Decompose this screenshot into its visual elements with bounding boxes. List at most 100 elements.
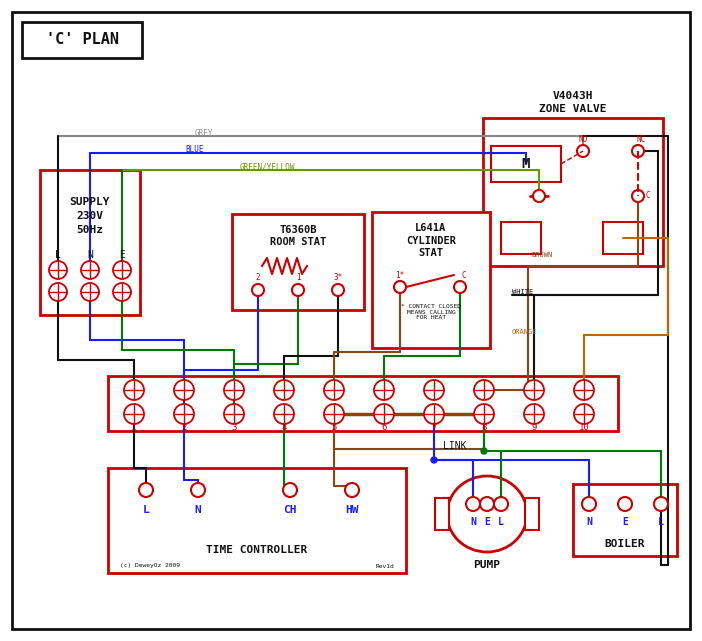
Bar xyxy=(501,222,541,254)
Bar xyxy=(603,222,643,254)
Circle shape xyxy=(481,448,487,454)
Circle shape xyxy=(424,380,444,400)
Circle shape xyxy=(174,404,194,424)
Circle shape xyxy=(582,497,596,511)
Bar xyxy=(525,498,539,530)
Text: E: E xyxy=(622,517,628,527)
Text: M: M xyxy=(522,157,530,171)
Text: 1: 1 xyxy=(296,274,300,283)
Circle shape xyxy=(394,281,406,293)
Circle shape xyxy=(81,261,99,279)
Circle shape xyxy=(632,190,644,202)
Text: PUMP: PUMP xyxy=(474,560,501,570)
Text: 3: 3 xyxy=(232,424,237,433)
Circle shape xyxy=(49,283,67,301)
Bar xyxy=(435,498,449,530)
Circle shape xyxy=(574,404,594,424)
Circle shape xyxy=(252,284,264,296)
Text: 6: 6 xyxy=(381,424,387,433)
Circle shape xyxy=(577,145,589,157)
Text: C: C xyxy=(462,272,466,281)
Text: GREY: GREY xyxy=(195,128,213,138)
Circle shape xyxy=(274,404,294,424)
Circle shape xyxy=(474,380,494,400)
Bar xyxy=(108,468,406,573)
Text: V4043H: V4043H xyxy=(552,91,593,101)
Text: BOILER: BOILER xyxy=(604,539,645,549)
Text: N: N xyxy=(470,517,476,527)
Circle shape xyxy=(424,404,444,424)
Text: L641A: L641A xyxy=(416,223,446,233)
Text: 2: 2 xyxy=(256,274,260,283)
Circle shape xyxy=(533,190,545,202)
Bar xyxy=(40,170,140,315)
Circle shape xyxy=(374,380,394,400)
Text: 1: 1 xyxy=(131,424,137,433)
Text: NO: NO xyxy=(578,135,588,144)
Text: 10: 10 xyxy=(578,424,590,433)
Circle shape xyxy=(474,404,494,424)
Circle shape xyxy=(224,380,244,400)
Circle shape xyxy=(49,261,67,279)
Bar xyxy=(573,484,677,556)
Circle shape xyxy=(292,284,304,296)
Bar xyxy=(108,376,618,431)
Circle shape xyxy=(274,380,294,400)
Circle shape xyxy=(480,497,494,511)
Circle shape xyxy=(174,380,194,400)
Circle shape xyxy=(345,483,359,497)
Circle shape xyxy=(374,404,394,424)
Text: 4: 4 xyxy=(282,424,286,433)
Text: 1*: 1* xyxy=(395,272,404,281)
Text: 'C' PLAN: 'C' PLAN xyxy=(46,33,119,47)
Text: 7: 7 xyxy=(431,424,437,433)
Bar xyxy=(232,214,364,310)
Circle shape xyxy=(574,380,594,400)
Text: BROWN: BROWN xyxy=(531,252,552,258)
Text: 50Hz: 50Hz xyxy=(77,225,103,235)
Text: CYLINDER: CYLINDER xyxy=(406,236,456,246)
Circle shape xyxy=(283,483,297,497)
Text: N: N xyxy=(194,505,201,515)
Circle shape xyxy=(113,261,131,279)
Circle shape xyxy=(454,281,466,293)
Text: L: L xyxy=(498,517,504,527)
Text: CH: CH xyxy=(283,505,297,515)
Text: LINK: LINK xyxy=(443,441,467,451)
Text: E: E xyxy=(484,517,490,527)
Text: ORANGE: ORANGE xyxy=(512,329,538,335)
Circle shape xyxy=(431,457,437,463)
Circle shape xyxy=(124,380,144,400)
Text: T6360B: T6360B xyxy=(279,225,317,235)
Text: ZONE VALVE: ZONE VALVE xyxy=(539,104,607,114)
Text: 9: 9 xyxy=(531,424,537,433)
Bar xyxy=(491,146,561,182)
Text: 8: 8 xyxy=(482,424,486,433)
Text: L: L xyxy=(55,250,61,260)
Circle shape xyxy=(113,283,131,301)
Text: * CONTACT CLOSED
MEANS CALLING
FOR HEAT: * CONTACT CLOSED MEANS CALLING FOR HEAT xyxy=(401,304,461,320)
Text: 2: 2 xyxy=(181,424,187,433)
Circle shape xyxy=(632,145,644,157)
Circle shape xyxy=(191,483,205,497)
Circle shape xyxy=(324,380,344,400)
Circle shape xyxy=(466,497,480,511)
Circle shape xyxy=(124,404,144,424)
Text: NC: NC xyxy=(637,135,646,144)
Circle shape xyxy=(524,380,544,400)
Bar xyxy=(483,118,663,266)
Circle shape xyxy=(81,283,99,301)
Text: BLUE: BLUE xyxy=(185,146,204,154)
Text: WHITE: WHITE xyxy=(512,289,534,295)
Circle shape xyxy=(618,497,632,511)
Text: E: E xyxy=(119,250,125,260)
Circle shape xyxy=(332,284,344,296)
Text: L: L xyxy=(143,505,150,515)
Circle shape xyxy=(654,497,668,511)
Circle shape xyxy=(494,497,508,511)
Circle shape xyxy=(324,404,344,424)
Text: HW: HW xyxy=(345,505,359,515)
Text: N: N xyxy=(87,250,93,260)
Text: 230V: 230V xyxy=(77,211,103,221)
Text: 3*: 3* xyxy=(333,274,343,283)
